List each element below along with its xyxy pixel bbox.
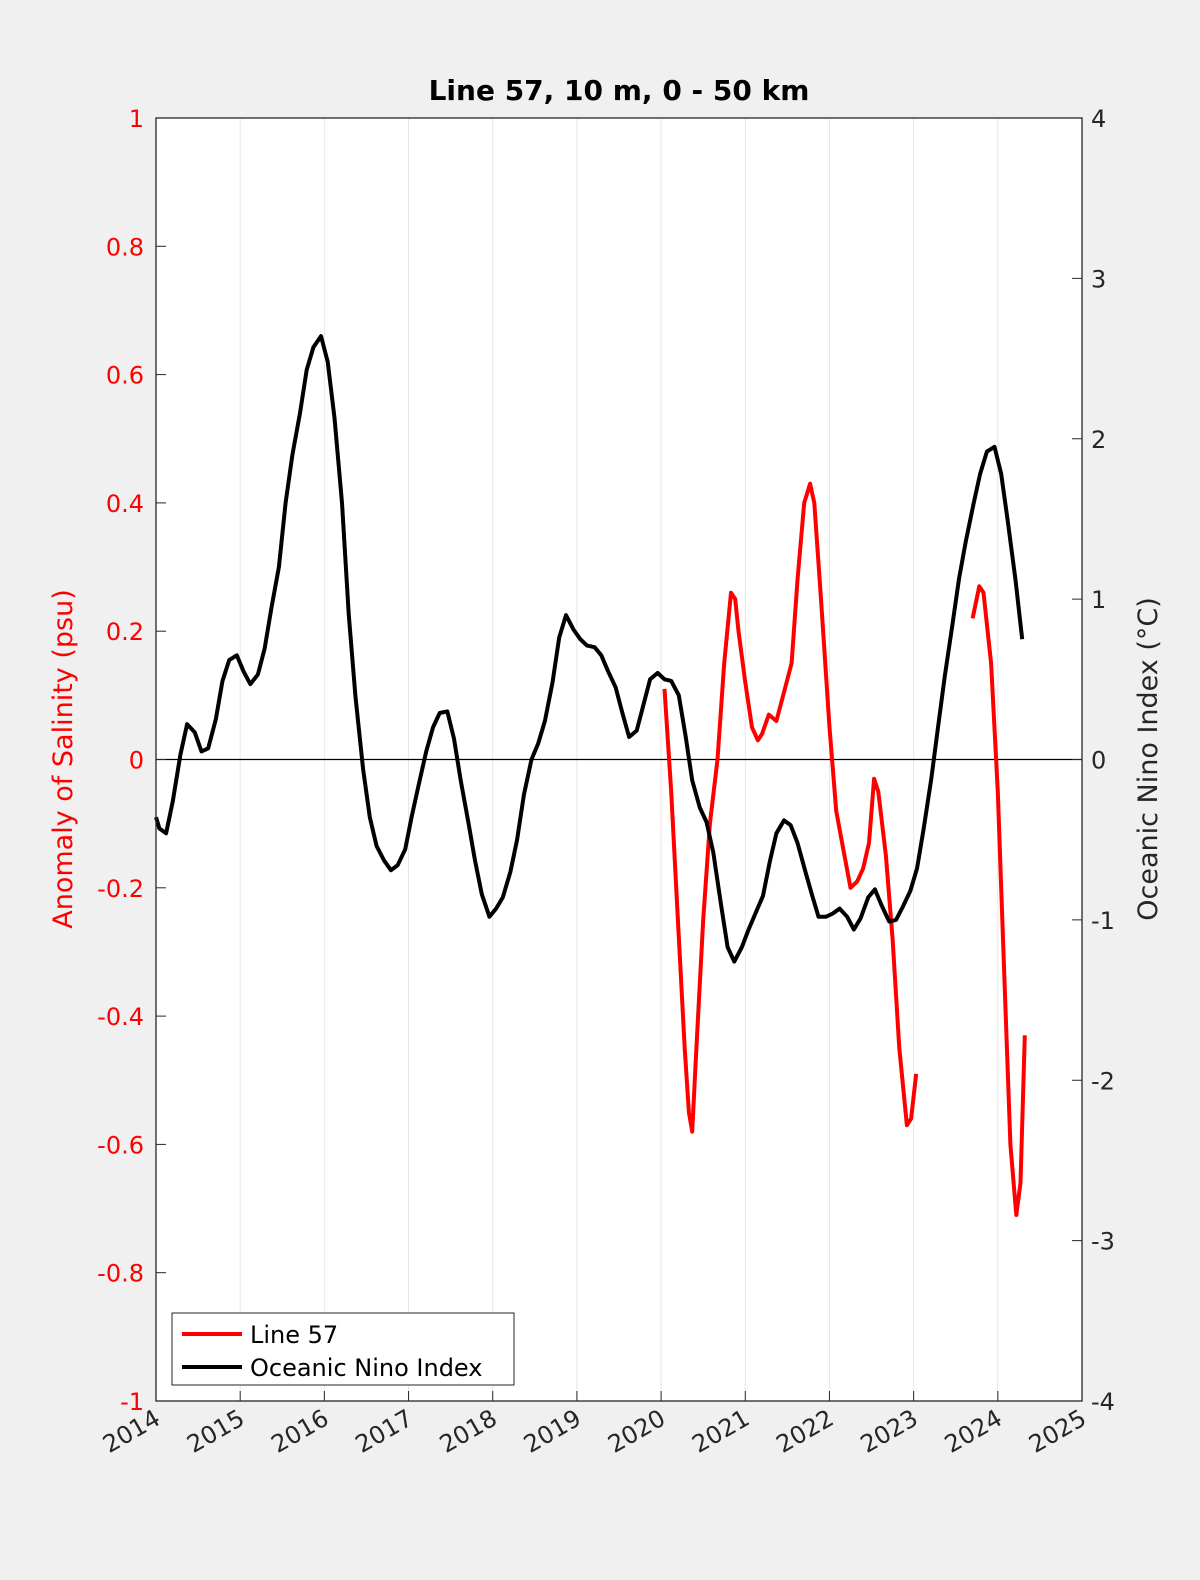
left-tick-label: 0.2 — [106, 618, 144, 646]
right-tick-label: 3 — [1091, 265, 1106, 293]
left-tick-label: -0.6 — [97, 1131, 144, 1159]
right-axis: 4 3 2 1 0 -1 -2 -3 -4 — [1072, 105, 1115, 1416]
series-line-line-57-segment-0 — [662, 481, 919, 1134]
left-axis: 1 0.8 0.6 0.4 0.2 0 -0.2 -0.4 -0.6 -0.8 -1 — [97, 105, 166, 1416]
chart-title: Line 57, 10 m, 0 - 50 km — [429, 74, 810, 107]
x-tick-label: 2020 — [603, 1404, 670, 1459]
right-tick-label: 2 — [1091, 426, 1106, 454]
right-axis-label: Oceanic Nino Index (°C) — [1133, 597, 1164, 921]
left-tick-label: -0.2 — [97, 875, 144, 903]
right-tick-label: -2 — [1091, 1067, 1115, 1095]
right-tick-label: -4 — [1091, 1388, 1115, 1416]
left-tick-label: -1 — [120, 1388, 144, 1416]
left-tick-label: -0.4 — [97, 1003, 144, 1031]
right-tick-label: 4 — [1091, 105, 1106, 133]
left-axis-label: Anomaly of Salinity (psu) — [48, 589, 79, 928]
right-tick-label: 1 — [1091, 586, 1106, 614]
x-tick-label: 2023 — [856, 1404, 923, 1459]
x-tick-label: 2021 — [687, 1404, 754, 1459]
series-line-oni-segment-0 — [154, 334, 1025, 964]
left-tick-label: 0 — [129, 747, 144, 775]
legend-box — [171, 1312, 515, 1386]
x-tick-label: 2024 — [940, 1404, 1007, 1459]
x-tick-label: 2017 — [351, 1404, 418, 1459]
left-tick-label: -0.8 — [97, 1260, 144, 1288]
x-tick-label: 2018 — [435, 1404, 502, 1459]
x-tick-label: 2019 — [519, 1404, 586, 1459]
right-tick-label: 0 — [1091, 747, 1106, 775]
x-tick-label: 2016 — [266, 1404, 333, 1459]
legend: Line 57 Oceanic Nino Index — [171, 1312, 515, 1386]
right-tick-label: -1 — [1091, 907, 1115, 935]
x-tick-label: 2022 — [772, 1404, 839, 1459]
right-tick-label: -3 — [1091, 1228, 1115, 1256]
series-layer — [154, 334, 1027, 1217]
left-tick-label: 0.6 — [106, 362, 144, 390]
series-line-line-57-segment-1 — [970, 584, 1027, 1217]
legend-label-oni: Oceanic Nino Index — [250, 1354, 482, 1382]
x-tick-label: 2025 — [1024, 1404, 1091, 1459]
x-tick-label: 2015 — [182, 1404, 249, 1459]
left-tick-label: 0.4 — [106, 490, 144, 518]
left-tick-label: 0.8 — [106, 233, 144, 261]
left-tick-label: 1 — [129, 105, 144, 133]
legend-label-line-57: Line 57 — [250, 1321, 338, 1349]
